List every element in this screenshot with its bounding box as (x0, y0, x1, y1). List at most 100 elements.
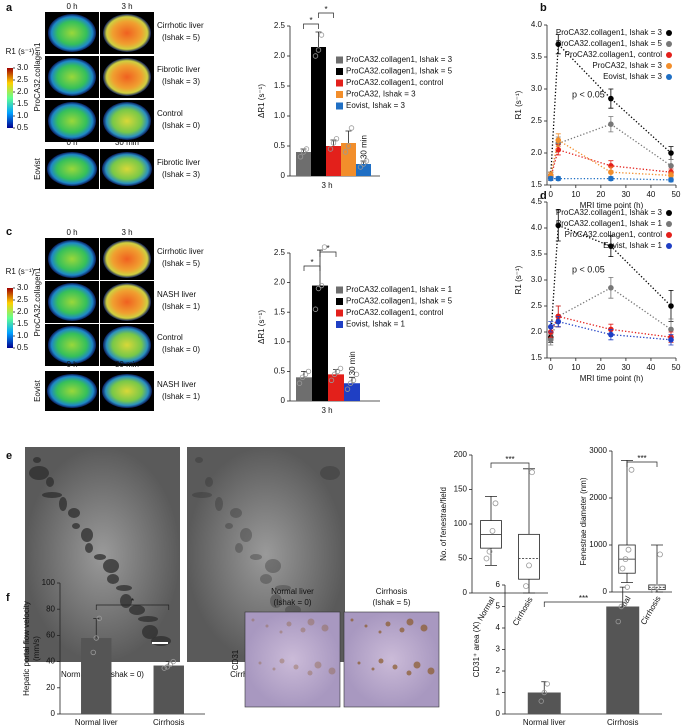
mri-liver (48, 58, 96, 96)
colorbar-tick-label: 1.0 (17, 331, 29, 340)
data-point (538, 698, 544, 704)
data-point (170, 658, 176, 665)
series-line (550, 148, 672, 178)
legend-swatch (336, 102, 343, 110)
significance-bracket (543, 601, 624, 607)
sem-pore (270, 594, 282, 608)
stain-spot (392, 664, 398, 670)
data-point (529, 469, 535, 476)
y-tick-label: 4.5 (531, 197, 543, 206)
significance: *** (579, 594, 588, 603)
data-point (328, 377, 335, 383)
data-point (164, 664, 170, 670)
y-tick-label: 100 (454, 519, 468, 528)
mri-liver (103, 326, 151, 364)
legend-label: ProCA32.collagen1, control (346, 308, 444, 317)
y-tick-label: 1 (496, 688, 501, 697)
data-point (608, 95, 614, 102)
series-line (550, 139, 672, 177)
data-point (555, 41, 562, 47)
stain-spot (378, 630, 382, 634)
mri-liver (102, 152, 152, 186)
legend-swatch (336, 91, 343, 98)
significance: * (324, 5, 327, 14)
significance: * (309, 16, 312, 25)
legend-marker (666, 52, 672, 58)
sem-pore (215, 497, 223, 511)
row-label: Fibrotic liver (157, 65, 200, 74)
sem-pore (195, 457, 203, 463)
group-label: ProCA32.collagen1 (33, 42, 42, 111)
data-point (547, 175, 554, 182)
error-bar (93, 617, 100, 639)
y-tick-label: 1.0 (274, 337, 286, 346)
data-point (628, 466, 635, 473)
data-point (315, 285, 322, 292)
data-point (668, 303, 674, 309)
colorbar-tick-label: 3.0 (17, 63, 29, 72)
whisker (485, 548, 497, 566)
stain-spot (279, 630, 283, 634)
image-label: (Ishak = 5) (372, 598, 410, 607)
panel-letter: f (6, 592, 10, 604)
colorbar (7, 68, 13, 128)
bar (153, 665, 184, 714)
row-label: (Ishak = 1) (162, 392, 200, 401)
y-tick-label: 2.0 (531, 148, 543, 157)
y-axis-label: Hepatic portal flow velocity (22, 601, 31, 696)
data-point (353, 371, 360, 378)
data-point (321, 244, 328, 250)
x-tick-label: 0 (549, 190, 554, 199)
mri-liver (47, 152, 97, 186)
significance-bracket (303, 23, 319, 29)
stain-spot (307, 618, 315, 626)
data-point (333, 136, 340, 142)
stain-spot (371, 667, 375, 671)
y-tick-label: 2.5 (274, 248, 286, 257)
sem-pore (81, 528, 93, 542)
legend-label: ProCA32.collagen1, Ishak = 1 (556, 219, 663, 228)
row-label: Cirrhotic liver (157, 247, 204, 256)
y-tick-label: 20 (46, 683, 55, 692)
legend-swatch (336, 309, 343, 317)
y-tick-label: 2.5 (274, 21, 286, 30)
x-tick-label: 40 (646, 363, 655, 372)
y-tick-label: 4.0 (531, 20, 543, 29)
row-label: NASH liver (157, 380, 196, 389)
group-label: Eovist (33, 157, 42, 180)
significance: *** (505, 455, 514, 464)
stain-spot (272, 667, 276, 671)
data-point (608, 169, 614, 175)
sem-pore (107, 574, 119, 584)
y-tick-label: 1.5 (274, 307, 286, 316)
stain-spot (279, 658, 285, 664)
y-axis-label: R1 (s⁻¹) (514, 265, 523, 294)
legend-label: ProCA32.collagen1, control (346, 78, 444, 87)
bar (312, 285, 328, 401)
stain-spot (328, 667, 336, 675)
legend-label: ProCA32.collagen1, Ishak = 5 (346, 67, 453, 76)
data-point (622, 556, 629, 562)
y-tick-label: 0 (496, 709, 501, 718)
stain-spot (251, 618, 255, 622)
data-point (489, 528, 496, 534)
series-line (550, 320, 672, 341)
stain-spot (286, 621, 292, 627)
y-axis-label: ΔR1 (s⁻¹) (257, 84, 266, 118)
data-point (555, 318, 562, 325)
mri-liver (47, 374, 97, 408)
y-tick-label: 6 (496, 580, 501, 589)
significance-bracket (319, 251, 337, 257)
x-tick-label: Normal liver (75, 718, 118, 727)
sem-pore (68, 508, 80, 518)
colorbar-tick-label: 1.5 (17, 319, 29, 328)
significance: *** (637, 454, 646, 463)
column-label: 3 h (121, 2, 132, 11)
significance-bracket (490, 462, 530, 468)
legend-label: ProCA32, Ishak = 3 (592, 61, 662, 70)
whisker (621, 573, 633, 583)
data-point (315, 47, 322, 53)
stain-spot (364, 624, 368, 628)
mri-liver (48, 102, 96, 140)
